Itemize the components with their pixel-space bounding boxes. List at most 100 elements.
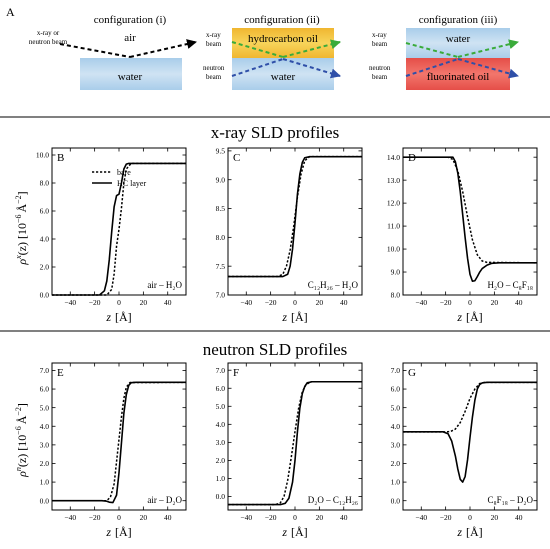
x-label-var: z	[105, 310, 111, 324]
series-line-hc-layer	[403, 381, 537, 483]
y-tick-label: 3.0	[216, 438, 226, 447]
x-axis-label: z [Å]	[281, 525, 307, 539]
panel-letter: D	[408, 152, 416, 164]
y-exp: −6	[14, 426, 23, 435]
y-tick-label: 10.0	[387, 245, 400, 254]
x-tick-label: −20	[265, 513, 277, 522]
configuration-ii: configuration (ii) hydrocarbon oil water…	[203, 14, 341, 90]
x-tick-label: 20	[140, 513, 148, 522]
neutron-incident-beam	[405, 58, 459, 77]
x-tick-label: 0	[293, 298, 297, 307]
x-tick-label: 20	[316, 513, 324, 522]
y-tick-label: 1.0	[391, 478, 401, 487]
y-tick-label: 9.5	[216, 146, 226, 155]
y-tick-label: 9.0	[391, 268, 401, 277]
plot-panel-e: −40 −20 0 20 40 0.0 1.0 2.0 3.0 4.0 5.0 6.0 7.0 Eair …	[40, 362, 187, 539]
x-tick-label: −40	[240, 298, 252, 307]
y-unit-exp: −2	[14, 195, 23, 204]
interface-label: C₁₂H₂₆ – H₂O	[308, 280, 359, 290]
series-line-hc-layer	[403, 156, 537, 283]
panel-letter: E	[57, 367, 64, 379]
beam-label: x-ray	[372, 31, 387, 39]
x-tick-label: −20	[265, 298, 277, 307]
panel-letter: C	[233, 152, 240, 164]
plot-panel-g: −40 −20 0 20 40 0.0 1.0 2.0 3.0 4.0 5.0 6.0 7.0 G C₈F₁…	[391, 362, 538, 539]
x-tick-label: 0	[117, 298, 121, 307]
y-tick-label: 3.0	[391, 440, 401, 449]
y-tick-label: 6.0	[391, 385, 401, 394]
y-tick-label: 7.0	[216, 291, 226, 300]
y-tick-label: 12.0	[387, 199, 400, 208]
x-axis-label: z [Å]	[456, 310, 482, 324]
x-tick-label: 40	[515, 298, 523, 307]
x-tick-label: 40	[340, 298, 348, 307]
y-tick-label: 5.0	[40, 403, 50, 412]
y-tick-label: 9.0	[216, 175, 226, 184]
y-tick-label: 7.5	[216, 262, 226, 271]
y-unit: Å	[15, 204, 29, 213]
series-line-bare	[403, 381, 537, 433]
incident-beam	[59, 43, 131, 58]
x-tick-label: 40	[340, 513, 348, 522]
x-tick-label: 0	[468, 298, 472, 307]
series-line-hc-layer	[52, 162, 186, 296]
series-line-bare	[228, 155, 362, 278]
neutron-section-title: neutron SLD profiles	[203, 340, 347, 359]
x-tick-label: −20	[440, 298, 452, 307]
config-title: configuration (iii)	[419, 14, 498, 26]
fluorinated-oil-layer	[406, 58, 510, 90]
y-tick-label: 6.0	[216, 384, 226, 393]
x-axis-label: z [Å]	[105, 525, 131, 539]
configuration-iii: configuration (iii) water fluorinated oi…	[369, 14, 519, 90]
panel-letter: F	[233, 367, 239, 379]
beam-label: beam	[206, 73, 222, 81]
x-label-unit: [Å]	[115, 310, 132, 324]
x-axis-label: z [Å]	[456, 525, 482, 539]
xray-reflected-beam	[282, 39, 341, 58]
panel-letter: B	[57, 152, 64, 164]
y-tick-label: 7.0	[391, 366, 401, 375]
layer-label-top: hydrocarbon oil	[248, 33, 318, 45]
interface-label: D₂O – C₁₂H₂₆	[308, 495, 358, 505]
y-tick-label: 5.0	[391, 403, 401, 412]
series-line-bare	[52, 162, 186, 296]
y-unit-exp: −2	[14, 407, 23, 416]
y-unit: Å	[15, 415, 29, 424]
legend: bare HC layer	[92, 168, 146, 188]
x-label-unit: [Å]	[115, 525, 132, 539]
y-rho: ρ	[15, 471, 29, 478]
interface-label: H₂O – C₈F₁₈	[487, 280, 533, 290]
x-axis-label: z [Å]	[105, 310, 131, 324]
y-tick-label: 1.0	[40, 478, 50, 487]
figure-label-a: A	[6, 5, 15, 19]
beam-label: beam	[372, 40, 388, 48]
water-layer	[232, 58, 334, 90]
layer-label-bottom: water	[118, 71, 143, 83]
beam-label: x-ray or	[37, 29, 60, 37]
x-tick-label: 0	[293, 513, 297, 522]
interface-label: C₈F₁₈ – D₂O	[487, 495, 533, 505]
y-tick-label: 8.0	[216, 233, 226, 242]
y-tick-label: 2.0	[216, 456, 226, 465]
x-tick-label: 20	[491, 298, 499, 307]
x-label-var: z	[105, 525, 111, 539]
x-label-var: z	[281, 310, 287, 324]
y-tick-label: 13.0	[387, 176, 400, 185]
series-line-bare	[403, 156, 538, 264]
reflected-beam	[129, 39, 197, 58]
legend-label-hc-layer: HC layer	[117, 179, 146, 188]
x-tick-label: 20	[140, 298, 148, 307]
y-tick-label: 5.0	[216, 402, 226, 411]
y-tick-label: 7.0	[40, 366, 50, 375]
neutron-reflected-beam	[282, 58, 341, 79]
config-title: configuration (ii)	[244, 14, 320, 26]
plot-panel-c: −40 −20 0 20 40 7.0 7.5 8.0 8.5 9.0 9.5 C C₁₂H₂₆ – H…	[216, 146, 363, 324]
x-tick-label: −40	[64, 298, 76, 307]
plot-panel-d: −40 −20 0 20 40 8.0 9.0 10.0 11.0 12.0 13.0 14.0 D H₂…	[387, 147, 538, 324]
panel-letter: G	[408, 367, 416, 379]
x-label-unit: [Å]	[291, 525, 308, 539]
y-tick-label: 0.0	[391, 496, 401, 505]
x-label-unit: [Å]	[466, 525, 483, 539]
y-tick-label: 7.0	[216, 366, 226, 375]
x-label-var: z	[456, 310, 462, 324]
